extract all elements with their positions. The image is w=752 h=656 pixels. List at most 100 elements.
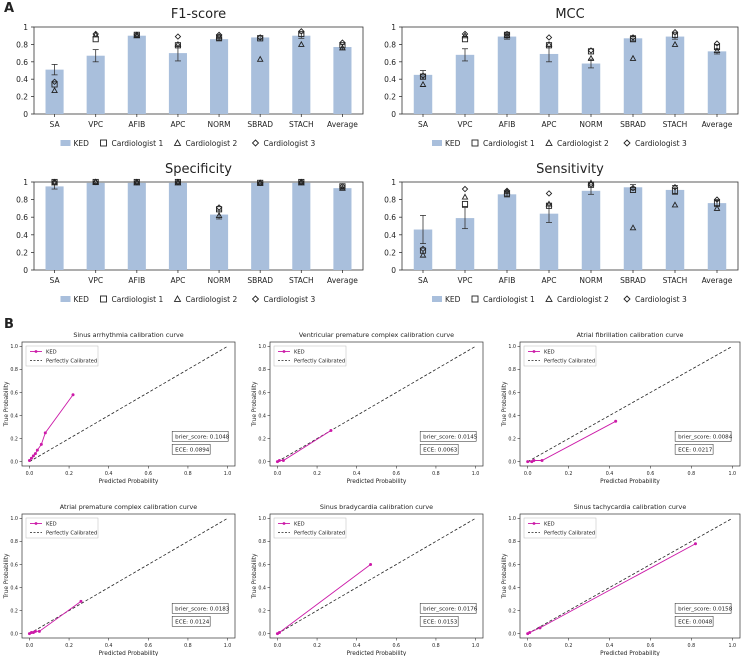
x-tick-label: 0.0	[524, 643, 532, 649]
ked-point	[33, 629, 37, 633]
brier-box	[674, 431, 732, 442]
y-tick-label: 0.6	[384, 213, 396, 222]
ked-point	[37, 629, 41, 633]
y-tick-label: 0.8	[10, 367, 18, 373]
bar-average	[707, 203, 727, 270]
x-tick-label: 0.8	[688, 471, 696, 477]
plot-frame	[21, 513, 236, 639]
x-tick-label: 0.4	[105, 643, 113, 649]
marker-cardiologist-3	[629, 34, 637, 41]
bar-sa	[45, 186, 64, 270]
legend-label: Cardiologist 2	[186, 295, 238, 304]
legend-swatch-ked	[432, 140, 442, 146]
y-tick-label: 0.6	[384, 58, 396, 67]
legend-box	[25, 345, 99, 367]
perfect-calibration-line	[29, 345, 228, 463]
calibration-legend: KED Perfectly Calibrated	[523, 345, 597, 367]
x-tick-label: Average	[327, 120, 358, 129]
y-tick-label: 0.2	[508, 608, 516, 614]
y-tick-label: 0.4	[258, 413, 266, 419]
brier-box	[171, 431, 229, 442]
plot-frame	[269, 341, 484, 467]
marker-cardiologist-2	[587, 179, 595, 186]
ece-score: ECE: 0.0063	[423, 448, 458, 454]
brier-box	[419, 603, 477, 614]
marker-cardiologist-1	[629, 186, 637, 193]
bar-chart-0: F1-score 0 0.2 0.4 0.6 0.8 1 SA VPC AFIB APC NORM SB…	[16, 7, 364, 148]
x-tick-label: 0.0	[524, 471, 532, 477]
x-tick-label: 0.4	[606, 471, 614, 477]
marker-cardiologist-2	[629, 224, 637, 231]
bar-average	[333, 47, 352, 115]
marker-cardiologist-3	[133, 178, 141, 186]
plot-frame	[33, 26, 364, 115]
y-tick-label: 0.2	[10, 608, 18, 614]
bar-vpc	[86, 182, 105, 270]
legend-point-ked	[532, 350, 536, 353]
x-tick-label: APC	[170, 120, 185, 129]
calibration-chart-0: Sinus arrhythmia calibration curve 0.0 0.0…	[4, 331, 236, 485]
x-tick-label: STACH	[289, 276, 314, 285]
legend-label: Perfectly Calibrated	[294, 359, 345, 365]
chart-title: Specificity	[165, 162, 232, 177]
calibration-chart-5: Sinus tachycardia calibration curve 0.0 0.…	[502, 503, 741, 656]
y-tick-label: 0.8	[10, 539, 18, 545]
x-tick-label: 0.4	[353, 643, 361, 649]
legend-marker	[471, 139, 479, 147]
marker-cardiologist-1	[629, 36, 637, 43]
calibration-legend: KED Perfectly Calibrated	[25, 517, 99, 539]
y-tick-label: 0.2	[16, 93, 28, 102]
y-tick-label: 1	[23, 178, 28, 187]
x-tick-label: 0.4	[105, 471, 113, 477]
legend-marker	[545, 295, 553, 302]
x-axis-label: Predicted Probability	[347, 651, 407, 656]
ked-point	[526, 460, 530, 464]
marker-cardiologist-3	[256, 34, 264, 41]
x-tick-label: 0.2	[313, 643, 321, 649]
marker-cardiologist-3	[713, 196, 721, 203]
x-tick-label: 0.8	[688, 643, 696, 649]
plot-frame	[269, 513, 484, 639]
ked-point	[43, 431, 47, 435]
y-tick-label: 0.4	[384, 231, 396, 240]
marker-cardiologist-1	[461, 200, 469, 208]
bar-sbrad	[623, 187, 643, 270]
bar-average	[707, 51, 727, 114]
ked-point	[281, 459, 285, 463]
marker-cardiologist-3	[629, 184, 637, 192]
y-tick-label: 0.4	[10, 413, 18, 419]
plot-frame	[401, 26, 739, 115]
y-tick-label: 0.2	[508, 436, 516, 442]
calibration-legend: KED Perfectly Calibrated	[523, 517, 597, 539]
ked-point	[79, 599, 83, 603]
plot-frame	[519, 341, 741, 467]
x-tick-label: Average	[702, 276, 733, 285]
y-tick-label: 0.8	[16, 40, 28, 49]
bar-legend: KED Cardiologist 1 Cardiologist 2 Cardiolog…	[432, 295, 687, 304]
marker-cardiologist-3	[215, 204, 223, 211]
marker-cardiologist-3	[92, 30, 99, 38]
x-tick-label: AFIB	[128, 276, 145, 285]
bar-average	[333, 188, 352, 270]
ked-point	[39, 442, 43, 446]
x-tick-label: 0.2	[565, 643, 573, 649]
bar-apc	[539, 53, 559, 114]
y-tick-label: 0.2	[384, 93, 396, 102]
bar-vpc	[455, 54, 475, 114]
y-tick-label: 1	[391, 178, 396, 187]
bar-sa	[413, 229, 433, 270]
chart-title: F1-score	[171, 7, 226, 22]
y-tick-label: 0.2	[258, 436, 266, 442]
bar-afib	[497, 36, 517, 114]
x-tick-label: 0.2	[65, 471, 73, 477]
legend-label: KED	[294, 522, 305, 528]
y-tick-label: 0.8	[508, 539, 516, 545]
x-tick-label: 0.8	[184, 643, 192, 649]
x-tick-label: 0.8	[432, 471, 440, 477]
x-tick-label: 1.0	[472, 643, 480, 649]
brier-box	[674, 603, 732, 614]
legend-label: KED	[74, 139, 90, 148]
y-tick-label: 0.6	[258, 562, 266, 568]
marker-cardiologist-3	[92, 178, 99, 186]
